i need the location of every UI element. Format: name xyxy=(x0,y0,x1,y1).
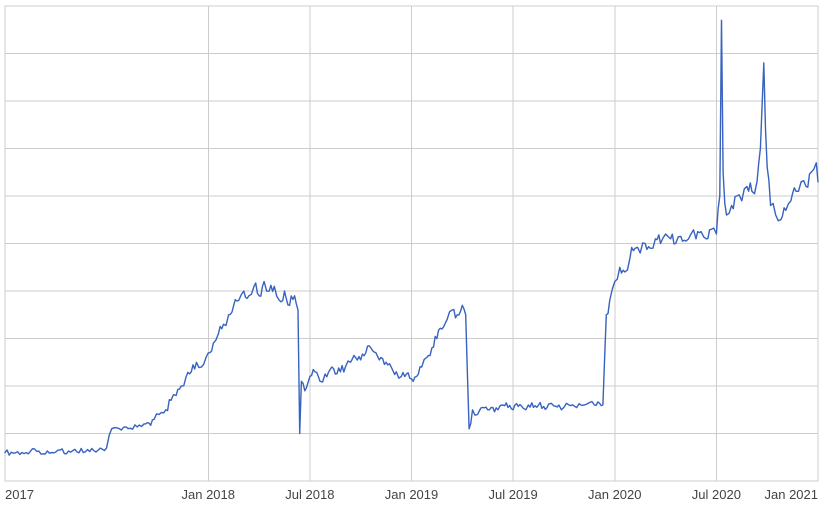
chart-svg xyxy=(0,0,821,507)
x-tick-label: Jan 2018 xyxy=(182,487,236,502)
x-tick-label: Jan 2021 xyxy=(765,487,819,502)
x-tick-label: Jul 2019 xyxy=(489,487,538,502)
timeseries-chart: 2017 Jan 2018 Jul 2018 Jan 2019 Jul 2019 Jan … xyxy=(0,0,821,507)
x-tick-label: Jul 2020 xyxy=(692,487,741,502)
x-tick-label: Jan 2020 xyxy=(588,487,642,502)
x-tick-label: 2017 xyxy=(5,487,34,502)
x-tick-label: Jan 2019 xyxy=(385,487,439,502)
x-tick-label: Jul 2018 xyxy=(285,487,334,502)
